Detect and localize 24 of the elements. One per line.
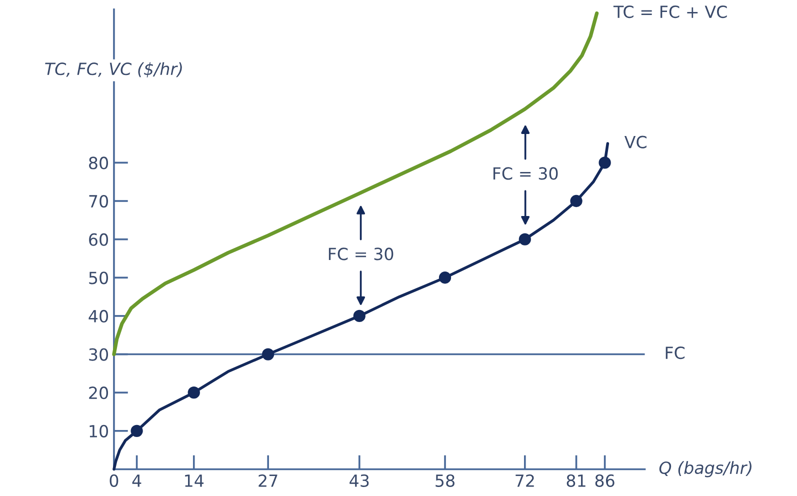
- y-tick-label: 10: [90, 424, 108, 438]
- x-tick-label: 27: [258, 474, 278, 487]
- x-tick-label: 86: [595, 474, 614, 487]
- y-tick-label: 20: [89, 386, 108, 400]
- x-tick-label: 81: [566, 474, 586, 487]
- x-tick-label: 43: [350, 474, 369, 487]
- x-tick-label: 58: [436, 474, 454, 487]
- y-tick-label: 40: [88, 310, 108, 323]
- series-label: TC = FC + VC: [613, 5, 727, 18]
- y-tick-label: 30: [89, 348, 108, 361]
- ref-line-label: FC: [666, 346, 685, 360]
- y-tick-label: 80: [89, 156, 108, 170]
- x-axis-title: Q (bags/hr): [659, 461, 752, 478]
- y-tick-label: 70: [89, 194, 108, 208]
- x-tick-label: 4: [132, 474, 142, 487]
- y-tick-label: 60: [89, 233, 108, 246]
- annotation: FC = 30: [493, 167, 558, 180]
- x-tick-label: 0: [110, 474, 118, 487]
- series-label: VC: [624, 136, 646, 148]
- x-tick-label: 72: [516, 474, 534, 487]
- y-tick-label: 50: [89, 272, 108, 284]
- y-axis-title: TC, FC, VC ($/hr): [45, 62, 182, 78]
- annotation: FC = 30: [328, 248, 394, 260]
- x-tick-label: 14: [185, 474, 204, 487]
